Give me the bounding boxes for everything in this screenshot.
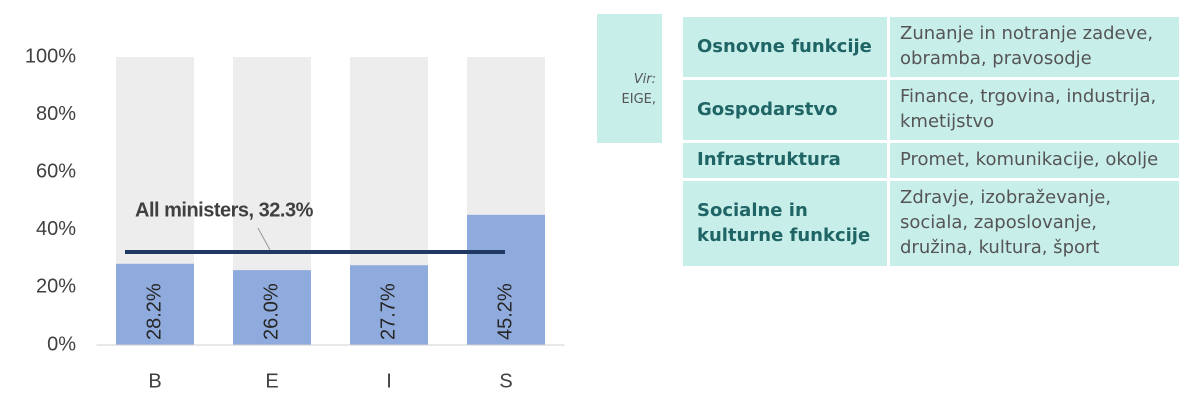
value-label: 27.7% [377, 283, 399, 340]
table-row: Gospodarstvo Finance, trgovina, industrij… [680, 77, 1182, 143]
source-text: EIGE, [621, 92, 656, 107]
x-tick-label: S [499, 370, 512, 392]
y-tick-label: 100% [25, 45, 76, 67]
bar [467, 214, 545, 345]
source-box: Vir: EIGE, [597, 14, 662, 143]
x-tick-label: B [148, 370, 161, 392]
sector-areas: Zdravje, izobraževanje, sociala, zaposlo… [887, 178, 1182, 269]
x-tick-label: I [386, 370, 392, 392]
table-row: Osnovne funkcije Zunanje in notranje zade… [680, 14, 1182, 80]
y-tick-label: 60% [36, 160, 76, 182]
bar [116, 263, 194, 345]
value-label: 26.0% [260, 283, 282, 340]
x-tick-label: E [265, 370, 278, 392]
bar [233, 270, 311, 345]
bar [350, 265, 428, 345]
sector-name: Socialne in kulturne funkcije [680, 178, 890, 269]
y-tick-label: 40% [36, 218, 76, 240]
value-label: 45.2% [494, 283, 516, 340]
table-row: Socialne in kulturne funkcije Zdravje, iz… [680, 178, 1182, 269]
y-tick-label: 0% [47, 333, 76, 355]
sector-areas: Promet, komunikacije, okolje [887, 140, 1182, 181]
leader-line [257, 227, 271, 251]
chart: 0% 20% 40% 60% 80% 100% 28.2% B 26.0% E 27.7% I 45.2… [25, 45, 565, 392]
category-table: Osnovne funkcije Zunanje in notranje zade… [680, 14, 1182, 269]
sector-name: Infrastruktura [680, 140, 890, 181]
reference-label: All ministers, 32.3% [135, 199, 314, 221]
value-label: 28.2% [143, 283, 165, 340]
sector-areas: Finance, trgovina, industrija, kmetijstv… [887, 77, 1182, 143]
sector-name: Gospodarstvo [680, 77, 890, 143]
sector-areas: Zunanje in notranje zadeve, obramba, pra… [887, 14, 1182, 80]
sector-name: Osnovne funkcije [680, 14, 890, 80]
y-tick-label: 80% [36, 103, 76, 125]
table-row: Infrastruktura Promet, komunikacije, okol… [680, 140, 1182, 181]
y-tick-label: 20% [36, 276, 76, 298]
source-label: Vir: [633, 72, 656, 87]
